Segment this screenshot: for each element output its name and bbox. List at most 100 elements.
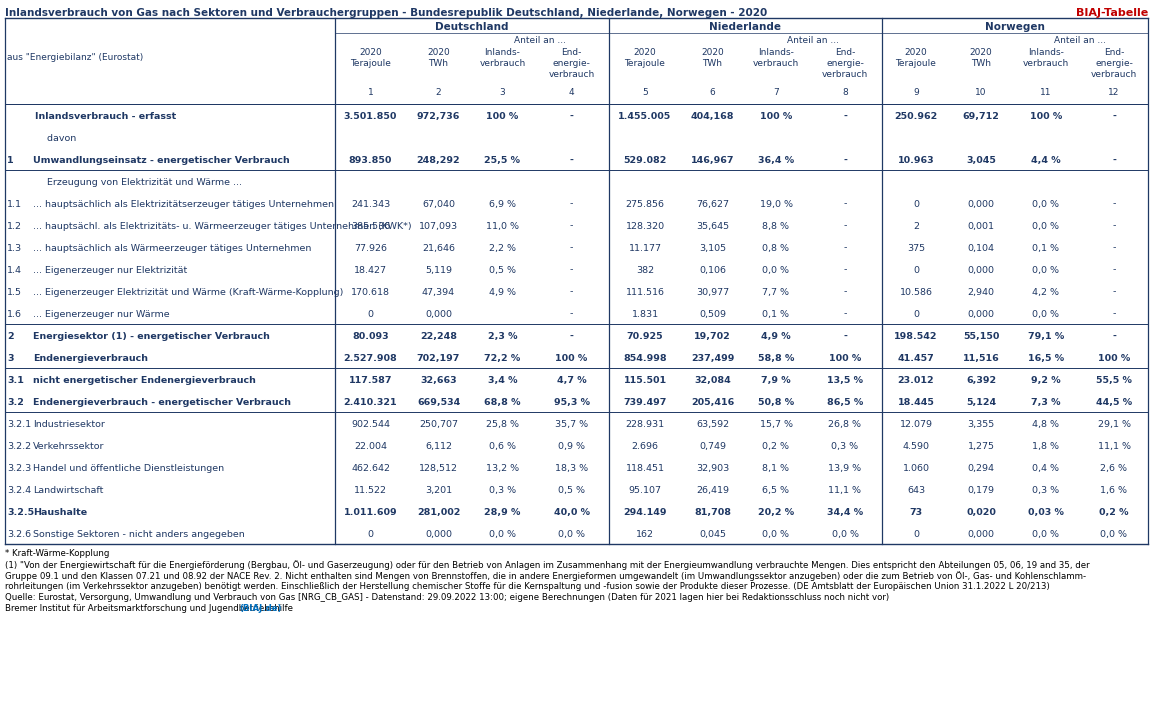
- Text: 1.011.609: 1.011.609: [344, 508, 398, 517]
- Text: ... hauptsächl. als Elektrizitäts- u. Wärmeerzeuger tätiges Unternehmen (KWK*): ... hauptsächl. als Elektrizitäts- u. Wä…: [32, 221, 411, 231]
- Text: 0,000: 0,000: [968, 309, 994, 319]
- Text: 0,1 %: 0,1 %: [1033, 244, 1059, 252]
- Text: 100 %: 100 %: [760, 111, 792, 121]
- Text: 3: 3: [500, 88, 505, 97]
- Text: 2020
Terajoule: 2020 Terajoule: [350, 48, 391, 68]
- Text: 2020
Terajoule: 2020 Terajoule: [896, 48, 936, 68]
- Text: 0: 0: [913, 266, 919, 275]
- Text: 0,03 %: 0,03 %: [1028, 508, 1064, 517]
- Text: 40,0 %: 40,0 %: [554, 508, 590, 517]
- Text: 0,6 %: 0,6 %: [489, 441, 516, 450]
- Text: 0,000: 0,000: [425, 529, 452, 539]
- Text: 50,8 %: 50,8 %: [758, 398, 794, 407]
- Text: 0,4 %: 0,4 %: [1033, 464, 1059, 472]
- Text: 0,0 %: 0,0 %: [489, 529, 516, 539]
- Text: 2,6 %: 2,6 %: [1101, 464, 1128, 472]
- Text: 241.343: 241.343: [351, 200, 391, 209]
- Text: Inlands-
verbrauch: Inlands- verbrauch: [1023, 48, 1069, 68]
- Text: 0,020: 0,020: [967, 508, 996, 517]
- Text: 6,9 %: 6,9 %: [489, 200, 516, 209]
- Text: 854.998: 854.998: [624, 354, 666, 362]
- Text: 63,592: 63,592: [695, 419, 729, 429]
- Text: 3.2.2: 3.2.2: [7, 441, 31, 450]
- Text: -: -: [844, 244, 847, 252]
- Text: 8: 8: [843, 88, 848, 97]
- Text: End-
energie-
verbrauch: End- energie- verbrauch: [822, 48, 868, 79]
- Text: 2.527.908: 2.527.908: [343, 354, 398, 362]
- Text: 0,1 %: 0,1 %: [763, 309, 789, 319]
- Text: Landwirtschaft: Landwirtschaft: [32, 486, 103, 495]
- Text: 739.497: 739.497: [624, 398, 666, 407]
- Text: * Kraft-Wärme-Kopplung: * Kraft-Wärme-Kopplung: [5, 549, 109, 558]
- Text: 162: 162: [636, 529, 654, 539]
- Text: 55,150: 55,150: [963, 331, 999, 341]
- Text: -: -: [570, 200, 574, 209]
- Text: 0,294: 0,294: [968, 464, 994, 472]
- Text: 35,7 %: 35,7 %: [555, 419, 588, 429]
- Text: 8,1 %: 8,1 %: [763, 464, 789, 472]
- Text: 26,419: 26,419: [697, 486, 729, 495]
- Text: 5,119: 5,119: [425, 266, 452, 275]
- Text: -: -: [843, 111, 847, 121]
- Text: 12: 12: [1108, 88, 1120, 97]
- Text: -: -: [570, 288, 574, 297]
- Text: 86,5 %: 86,5 %: [826, 398, 863, 407]
- Text: 248,292: 248,292: [417, 156, 460, 164]
- Text: 69,712: 69,712: [963, 111, 999, 121]
- Text: 100 %: 100 %: [1030, 111, 1062, 121]
- Text: 118.451: 118.451: [626, 464, 664, 472]
- Text: 95,3 %: 95,3 %: [554, 398, 590, 407]
- Text: 117.587: 117.587: [349, 376, 392, 385]
- Text: 111.516: 111.516: [626, 288, 664, 297]
- Text: 3.2.4: 3.2.4: [7, 486, 31, 495]
- Text: 19,0 %: 19,0 %: [759, 200, 793, 209]
- Text: 0: 0: [367, 529, 373, 539]
- Text: 29,1 %: 29,1 %: [1098, 419, 1130, 429]
- Text: 15,7 %: 15,7 %: [759, 419, 793, 429]
- Text: 0,0 %: 0,0 %: [1033, 309, 1059, 319]
- Text: 44,5 %: 44,5 %: [1096, 398, 1132, 407]
- Text: 32,084: 32,084: [694, 376, 731, 385]
- Text: 6,112: 6,112: [425, 441, 452, 450]
- Text: -: -: [844, 221, 847, 231]
- Text: -: -: [1113, 266, 1116, 275]
- Text: 100 %: 100 %: [555, 354, 588, 362]
- Text: 10.586: 10.586: [899, 288, 933, 297]
- Text: nicht energetischer Endenergieverbrauch: nicht energetischer Endenergieverbrauch: [32, 376, 256, 385]
- Text: 0,0 %: 0,0 %: [831, 529, 859, 539]
- Text: 375: 375: [907, 244, 925, 252]
- Text: 462.642: 462.642: [351, 464, 389, 472]
- Text: 0,001: 0,001: [968, 221, 994, 231]
- Text: 0: 0: [913, 529, 919, 539]
- Text: -: -: [570, 244, 574, 252]
- Text: 0,2 %: 0,2 %: [1099, 508, 1129, 517]
- Text: 1.4: 1.4: [7, 266, 22, 275]
- Text: 4: 4: [569, 88, 575, 97]
- Text: 26,8 %: 26,8 %: [829, 419, 861, 429]
- Text: 0: 0: [913, 309, 919, 319]
- Text: 0,0 %: 0,0 %: [1101, 529, 1128, 539]
- Text: 3,105: 3,105: [699, 244, 726, 252]
- Text: 237,499: 237,499: [691, 354, 734, 362]
- Text: Deutschland: Deutschland: [436, 22, 509, 32]
- Text: 11,1 %: 11,1 %: [829, 486, 861, 495]
- Text: Niederlande: Niederlande: [709, 22, 781, 32]
- Text: 0,3 %: 0,3 %: [489, 486, 516, 495]
- Text: 643: 643: [907, 486, 925, 495]
- Text: 3.2: 3.2: [7, 398, 24, 407]
- Text: 10.963: 10.963: [898, 156, 934, 164]
- Text: 23.012: 23.012: [898, 376, 934, 385]
- Text: 11.177: 11.177: [628, 244, 662, 252]
- Text: -: -: [1113, 156, 1116, 164]
- Text: 146,967: 146,967: [691, 156, 735, 164]
- Text: Inlandsverbrauch - erfasst: Inlandsverbrauch - erfasst: [35, 111, 176, 121]
- Text: 294.149: 294.149: [624, 508, 666, 517]
- Text: 0,106: 0,106: [699, 266, 726, 275]
- Text: 0,3 %: 0,3 %: [1033, 486, 1059, 495]
- Text: 6,5 %: 6,5 %: [763, 486, 789, 495]
- Text: 1,6 %: 1,6 %: [1101, 486, 1128, 495]
- Text: 2: 2: [913, 221, 919, 231]
- Text: 36,4 %: 36,4 %: [758, 156, 794, 164]
- Text: 67,040: 67,040: [422, 200, 455, 209]
- Text: 13,9 %: 13,9 %: [829, 464, 861, 472]
